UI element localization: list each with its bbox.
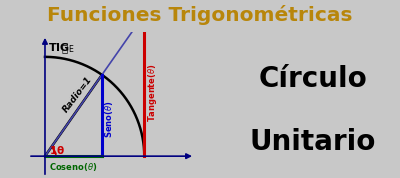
Text: Radio=1: Radio=1 xyxy=(62,75,94,114)
Text: Coseno($\theta$): Coseno($\theta$) xyxy=(49,161,98,173)
Text: $\bf{1}\theta$: $\bf{1}\theta$ xyxy=(49,144,65,156)
Text: Círculo: Círculo xyxy=(259,65,367,93)
Text: 🖱: 🖱 xyxy=(62,43,68,53)
Text: Tangente($\theta$): Tangente($\theta$) xyxy=(146,63,159,122)
Text: Seno($\theta$): Seno($\theta$) xyxy=(103,101,115,138)
Text: Unitario: Unitario xyxy=(250,127,376,156)
Text: TIG$_{\mathsf{E}}$: TIG$_{\mathsf{E}}$ xyxy=(48,41,75,55)
Text: Funciones Trigonométricas: Funciones Trigonométricas xyxy=(47,5,353,25)
